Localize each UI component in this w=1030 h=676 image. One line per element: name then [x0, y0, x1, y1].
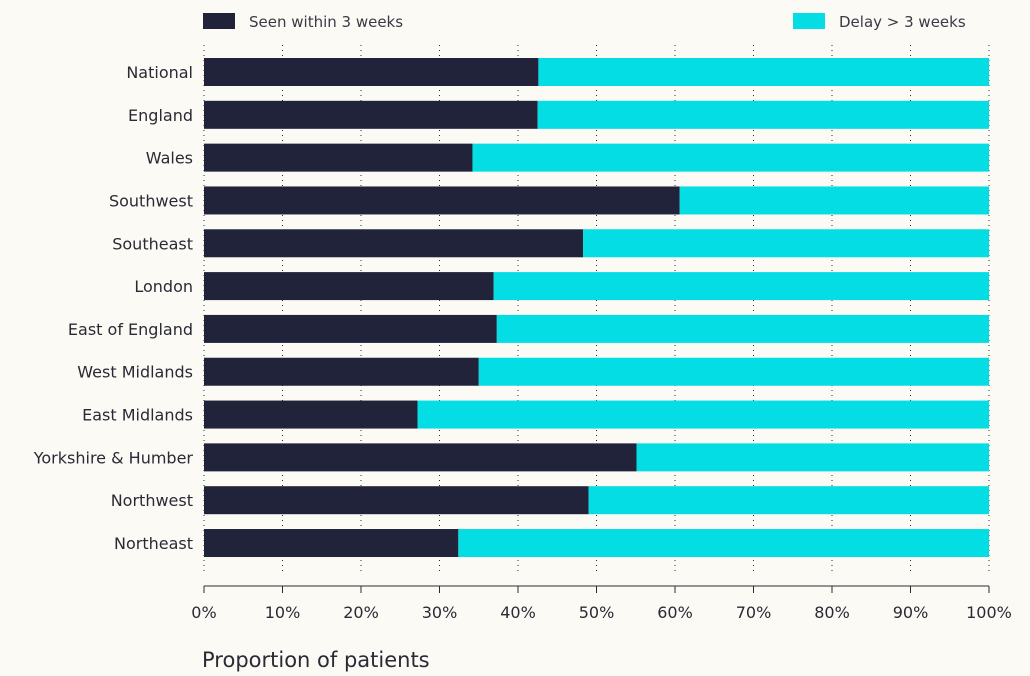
- bar-segment-delay: [679, 186, 989, 215]
- bar-segment-delay: [493, 272, 989, 301]
- x-tick-label: 10%: [265, 603, 301, 622]
- legend-swatch-seen: [203, 13, 235, 29]
- x-tick-label: 80%: [814, 603, 850, 622]
- category-label: Northeast: [114, 534, 193, 553]
- x-tick-label: 0%: [191, 603, 216, 622]
- bar-segment-seen: [204, 58, 539, 86]
- legend-label-delay: Delay > 3 weeks: [839, 13, 966, 31]
- category-label: Wales: [146, 149, 193, 168]
- x-tick-label: 90%: [893, 603, 929, 622]
- legend-label-seen: Seen within 3 weeks: [249, 13, 403, 31]
- bar-segment-seen: [204, 186, 680, 215]
- bar-segment-delay: [478, 357, 989, 386]
- category-label: East Midlands: [82, 406, 193, 425]
- x-tick-label: 50%: [579, 603, 615, 622]
- category-label: Northwest: [111, 491, 193, 510]
- category-label: National: [126, 63, 193, 82]
- bar-segment-seen: [204, 400, 418, 429]
- x-tick-label: 70%: [736, 603, 772, 622]
- category-labels: National England Wales Southwest Southeast Lo…: [33, 63, 194, 553]
- legend: Seen within 3 weeks Delay > 3 weeks: [203, 13, 966, 31]
- legend-item-seen: Seen within 3 weeks: [203, 13, 403, 31]
- bar-segment-seen: [204, 272, 494, 301]
- bar-segment-delay: [417, 400, 989, 429]
- bar-segment-seen: [204, 486, 589, 515]
- bar-segment-seen: [204, 529, 459, 558]
- bar-segment-delay: [496, 314, 989, 343]
- category-label: West Midlands: [77, 363, 193, 382]
- gridlines: [203, 45, 990, 573]
- bar-segment-seen: [204, 443, 637, 472]
- bar-segment-seen: [204, 357, 479, 386]
- bar-segment-seen: [204, 314, 497, 343]
- category-label: Southeast: [112, 234, 193, 253]
- legend-item-delay: Delay > 3 weeks: [793, 13, 966, 31]
- x-axis-title: Proportion of patients: [202, 648, 430, 672]
- bar-segment-delay: [538, 58, 989, 86]
- x-tick-label: 40%: [500, 603, 536, 622]
- bar-segment-seen: [204, 143, 473, 172]
- category-label: Yorkshire & Humber: [33, 448, 194, 467]
- bars: [204, 58, 990, 558]
- x-tick-label: 30%: [422, 603, 458, 622]
- category-label: East of England: [68, 320, 193, 339]
- bar-segment-seen: [204, 229, 584, 258]
- x-tick-label: 20%: [343, 603, 379, 622]
- bar-segment-delay: [537, 100, 989, 129]
- x-tick-label: 60%: [657, 603, 693, 622]
- bar-segment-delay: [636, 443, 989, 472]
- bar-segment-delay: [472, 143, 990, 172]
- x-tick-label: 100%: [966, 603, 1012, 622]
- bar-segment-seen: [204, 100, 538, 129]
- x-axis: 0% 10% 20% 30% 40% 50% 60% 70% 80% 90% 100%: [191, 585, 1012, 622]
- category-label: Southwest: [109, 191, 193, 210]
- category-label: England: [128, 106, 193, 125]
- bar-segment-delay: [588, 486, 989, 515]
- bar-segment-delay: [458, 529, 990, 558]
- category-label: London: [134, 277, 193, 296]
- legend-swatch-delay: [793, 13, 825, 29]
- bar-segment-delay: [583, 229, 989, 258]
